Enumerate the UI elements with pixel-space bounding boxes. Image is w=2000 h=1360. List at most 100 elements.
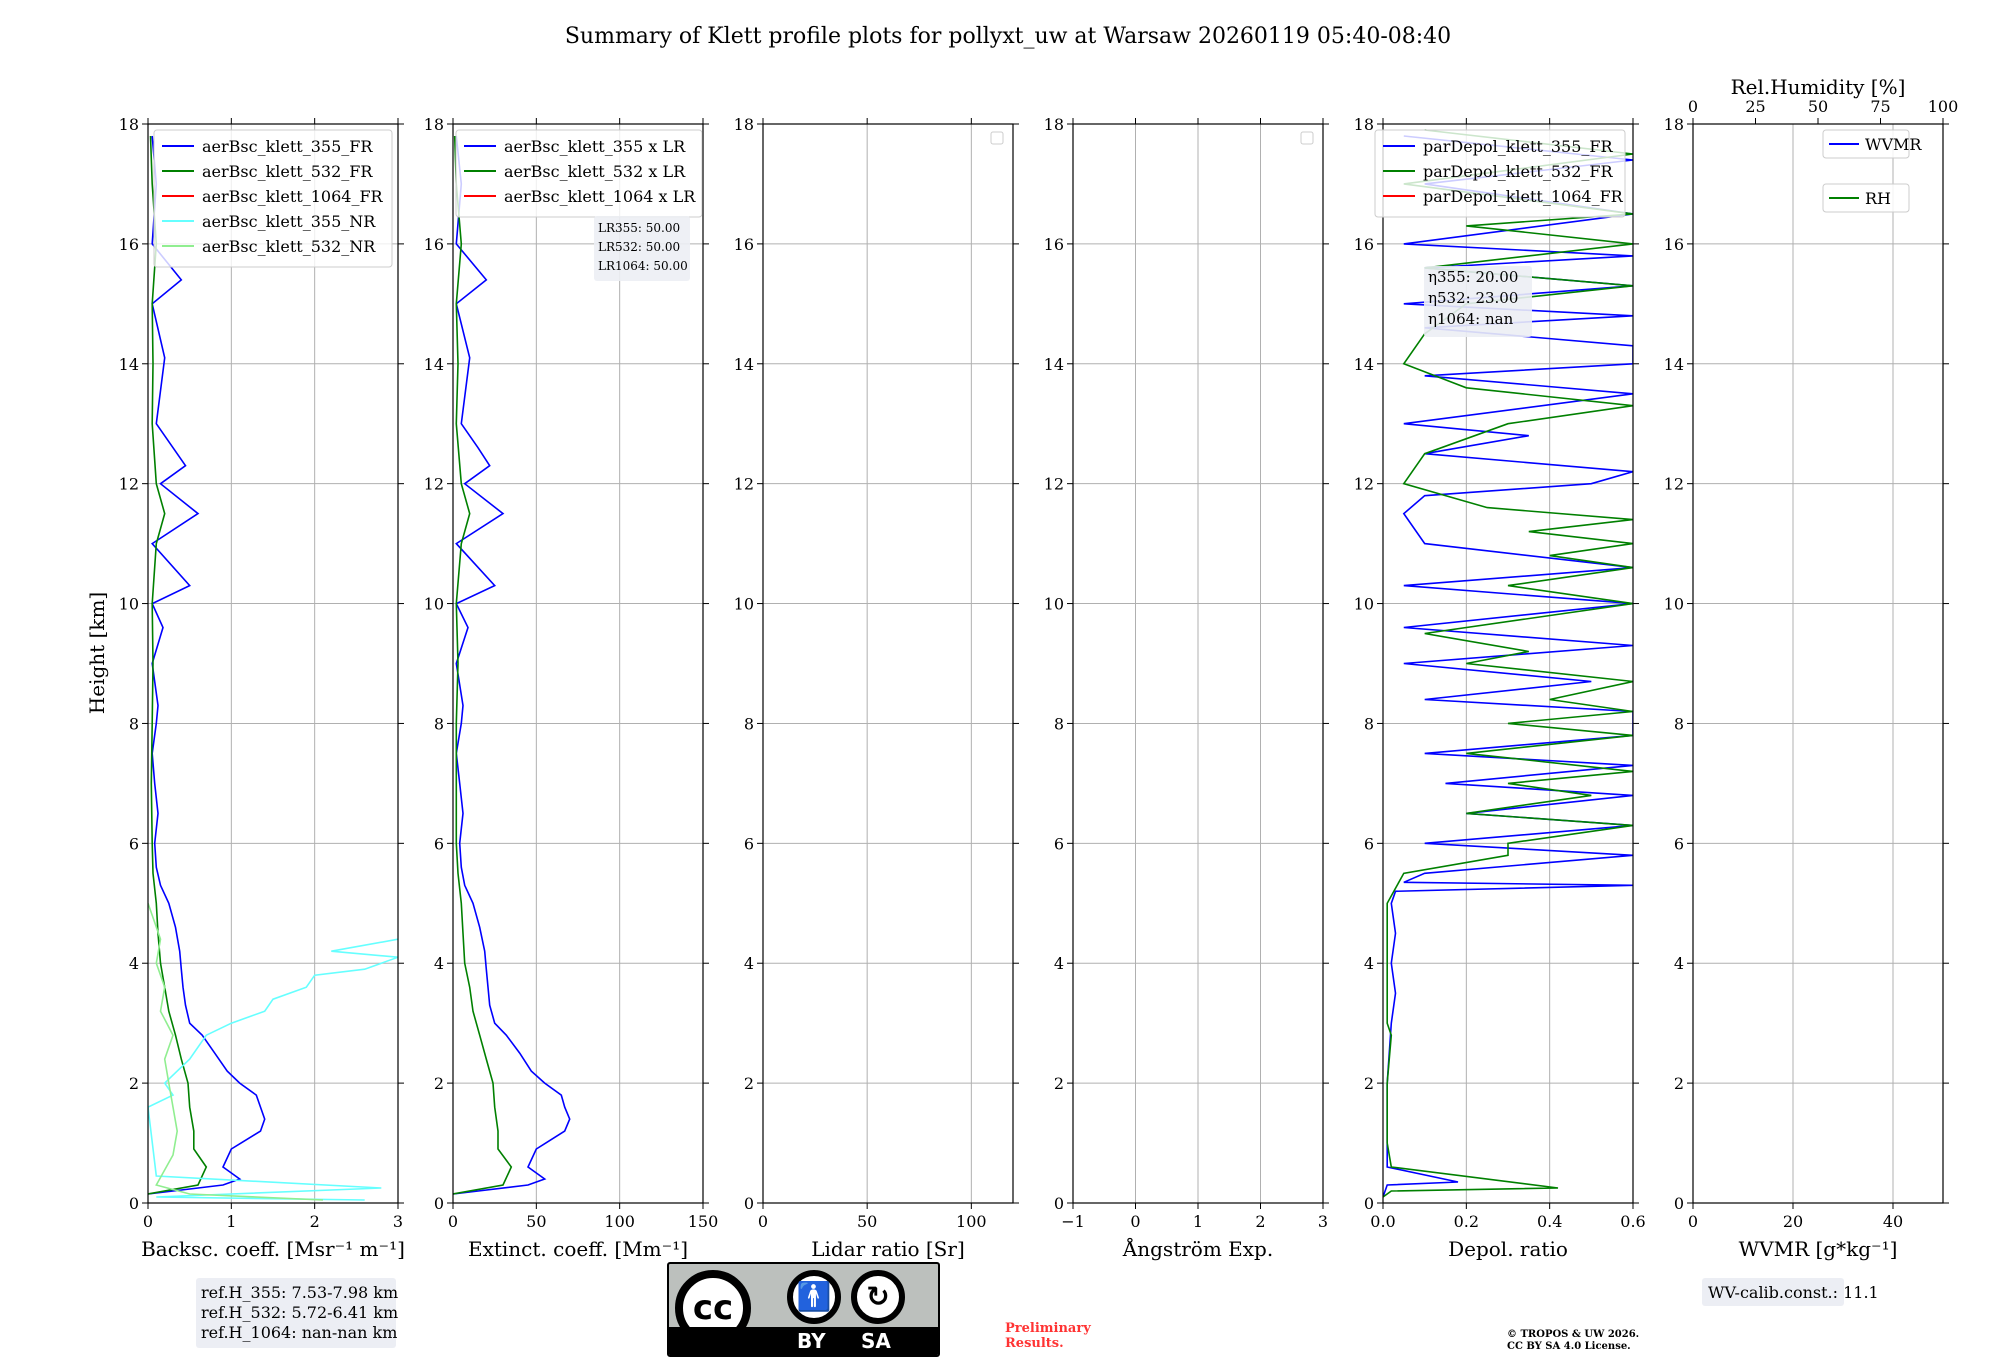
legend-label: aerBsc_klett_1064_FR (202, 187, 384, 206)
y-tick-label: 14 (1664, 355, 1684, 374)
y-tick-label: 6 (434, 834, 444, 853)
legend-label: parDepol_klett_355_FR (1423, 137, 1614, 156)
legend-box (1822, 129, 1910, 159)
series-line-aerBsc_klett_532_NR (148, 903, 324, 1201)
y-tick-label: 8 (434, 714, 444, 733)
y-tick-label: 16 (1664, 235, 1684, 254)
x-tick-label: 1 (226, 1212, 236, 1231)
y-tick-label: 2 (1674, 1074, 1684, 1093)
x-tick-label: 0.0 (1370, 1212, 1395, 1231)
y-tick-label: 14 (424, 355, 444, 374)
panel-depol: 0 2 4 6 8 10 12 14 16 18 0.0 0.2 0.4 0.6 Depol. ratio p… (1354, 115, 1646, 1261)
y-tick-label: 2 (1364, 1074, 1374, 1093)
annotation-text: LR532: 50.00 (598, 240, 680, 254)
x-tick-label: −1 (1061, 1212, 1085, 1231)
y-tick-label: 18 (734, 115, 754, 134)
legend-box (1822, 183, 1910, 213)
y-axis-label: Height [km] (85, 592, 109, 714)
ref-height-box (196, 1278, 396, 1348)
y-tick-label: 6 (1364, 834, 1374, 853)
y-tick-label: 10 (1664, 595, 1684, 614)
badge-strip (669, 1327, 938, 1355)
y-tick-label: 4 (129, 954, 139, 973)
share-alike-icon: ↻ (851, 1270, 905, 1324)
y-tick-label: 14 (1354, 355, 1374, 374)
y-tick-label: 18 (119, 115, 139, 134)
person-icon: 🚹 (787, 1270, 841, 1324)
preliminary-label-1: Preliminary (1005, 1321, 1091, 1336)
y-tick-label: 4 (744, 954, 754, 973)
y-tick-label: 8 (1054, 714, 1064, 733)
series-line-aerBsc_klett_355 x LR (453, 135, 571, 1195)
wv-calib-text: WV-calib.const.: 11.1 (1708, 1283, 1879, 1302)
x-tick-label: 0 (448, 1212, 458, 1231)
x-axis-label: Lidar ratio [Sr] (811, 1237, 965, 1261)
ref-height-532: ref.H_532: 5.72-6.41 km (201, 1303, 398, 1322)
legend-label: aerBsc_klett_1064 x LR (504, 187, 696, 206)
y-tick-label: 6 (744, 834, 754, 853)
axes-frame (1382, 123, 1634, 1204)
x-tick-label: 0 (143, 1212, 153, 1231)
x-tick-label: 50 (857, 1212, 877, 1231)
top-x-axis-label: Rel.Humidity [%] (1731, 75, 1906, 99)
series-line-parDepol_klett_355_FR (1383, 135, 1633, 1198)
legend-label: aerBsc_klett_355 x LR (504, 137, 686, 156)
y-tick-label: 18 (424, 115, 444, 134)
figure-title: Summary of Klett profile plots for polly… (565, 24, 1451, 49)
y-tick-label: 8 (1674, 714, 1684, 733)
panel-lr: 0 2 4 6 8 10 12 14 16 18 0 50 100 Lidar ratio [Sr] (734, 115, 1019, 1261)
annotation-text: η1064: nan (1428, 310, 1514, 328)
x-tick-label: 0.2 (1454, 1212, 1479, 1231)
y-tick-label: 12 (1664, 475, 1684, 494)
series-group (148, 135, 398, 1201)
x-axis-label: Ångström Exp. (1122, 1236, 1273, 1261)
top-x-tick-label: 75 (1870, 97, 1890, 116)
y-tick-label: 10 (424, 595, 444, 614)
x-tick-label: 0.4 (1537, 1212, 1562, 1231)
y-tick-label: 8 (129, 714, 139, 733)
y-tick-label: 16 (1044, 235, 1064, 254)
x-tick-label: 1 (1193, 1212, 1203, 1231)
y-tick-label: 4 (1364, 954, 1374, 973)
axes-frame (1692, 123, 1944, 1204)
y-tick-label: 0 (129, 1194, 139, 1213)
ref-height-355: ref.H_355: 7.53-7.98 km (201, 1283, 398, 1302)
x-tick-label: 0.6 (1620, 1212, 1645, 1231)
x-axis-label: WVMR [g*kg⁻¹] (1739, 1237, 1898, 1261)
y-tick-label: 12 (424, 475, 444, 494)
y-tick-label: 4 (1674, 954, 1684, 973)
legend-label: aerBsc_klett_355_FR (202, 137, 373, 156)
y-tick-label: 0 (1364, 1194, 1374, 1213)
x-tick-label: 0 (758, 1212, 768, 1231)
annotation-text: η532: 23.00 (1428, 289, 1518, 307)
y-tick-label: 12 (1354, 475, 1374, 494)
empty-legend-box (990, 131, 1004, 145)
cc-by-sa-badge: cc 🚹 ↻ BY SA (667, 1262, 940, 1357)
legend-label: aerBsc_klett_532 x LR (504, 162, 686, 181)
y-tick-label: 16 (119, 235, 139, 254)
x-axis-label: Backsc. coeff. [Msr⁻¹ m⁻¹] (141, 1237, 405, 1261)
series-group (453, 135, 571, 1195)
preliminary-label-2: Results. (1005, 1336, 1064, 1351)
y-tick-label: 16 (424, 235, 444, 254)
legend-label: aerBsc_klett_355_NR (202, 212, 376, 231)
top-x-tick-label: 100 (1928, 97, 1959, 116)
y-tick-label: 14 (1044, 355, 1064, 374)
x-tick-label: 20 (1783, 1212, 1803, 1231)
x-tick-label: 3 (1318, 1212, 1328, 1231)
y-tick-label: 14 (734, 355, 754, 374)
y-tick-label: 8 (744, 714, 754, 733)
legend-label: parDepol_klett_1064_FR (1423, 187, 1624, 206)
x-axis-label: Depol. ratio (1448, 1237, 1568, 1261)
y-tick-label: 10 (1354, 595, 1374, 614)
ref-height-1064: ref.H_1064: nan-nan km (201, 1323, 397, 1342)
y-tick-label: 2 (1054, 1074, 1064, 1093)
legend-label: RH (1865, 189, 1891, 208)
empty-legend-box (1300, 131, 1314, 145)
x-tick-label: 50 (526, 1212, 546, 1231)
y-tick-label: 6 (129, 834, 139, 853)
x-tick-label: 0 (1130, 1212, 1140, 1231)
